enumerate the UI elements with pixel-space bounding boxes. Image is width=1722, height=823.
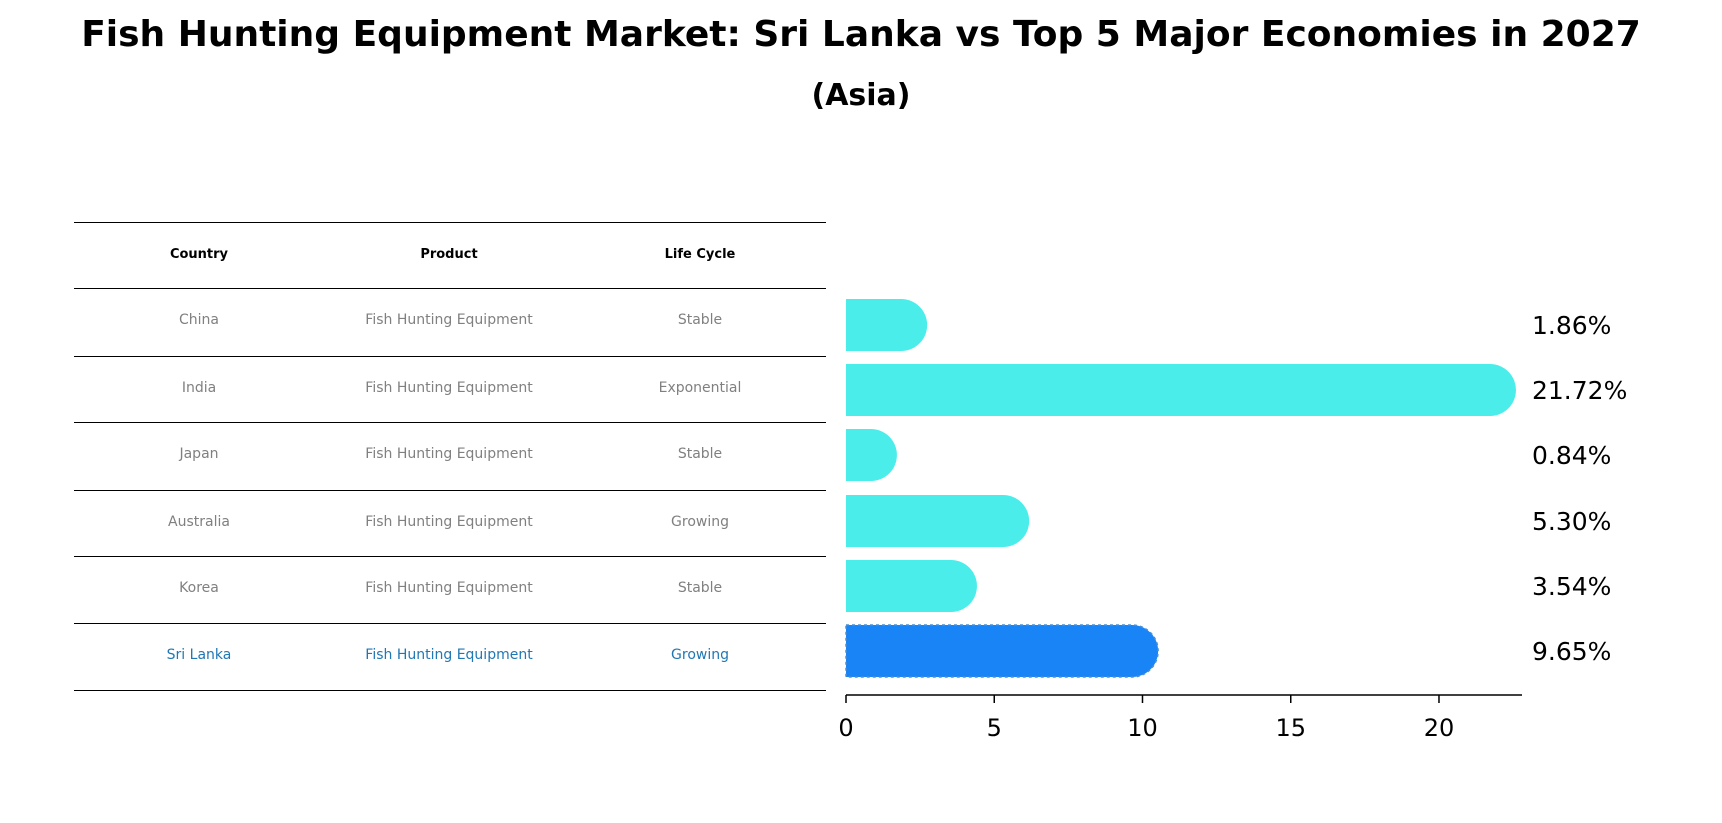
table-cell-country: Japan: [179, 446, 219, 462]
table-cell-product: Fish Hunting Equipment: [365, 380, 533, 396]
table-cell-country: Korea: [179, 580, 219, 596]
value-label: 0.84%: [1532, 441, 1611, 470]
table-cell-product: Fish Hunting Equipment: [365, 514, 533, 530]
table-cell-life-cycle: Stable: [677, 580, 723, 596]
x-tick-label: 10: [1127, 714, 1158, 742]
header-country: Country: [169, 247, 229, 262]
table-cell-product: Fish Hunting Equipment: [365, 580, 533, 596]
value-label: 3.54%: [1532, 572, 1611, 601]
table-cell-product: Fish Hunting Equipment: [365, 312, 533, 328]
bar-korea: [846, 560, 977, 612]
table-cell-life-cycle: Exponential: [658, 380, 742, 396]
table-cell-country: India: [181, 380, 217, 396]
header-product: Product: [420, 247, 478, 262]
table-cell-life-cycle: Growing: [671, 514, 729, 530]
x-tick-label: 20: [1424, 714, 1455, 742]
x-tick-label: 5: [987, 714, 1002, 742]
x-tick-label: 0: [838, 714, 853, 742]
table-rule: [74, 623, 826, 624]
value-label: 5.30%: [1532, 507, 1611, 536]
header-life-cycle: Life Cycle: [664, 247, 736, 262]
table-rule: [74, 690, 826, 691]
bar-china: [846, 299, 928, 351]
table-rule: [74, 422, 826, 423]
value-label: 9.65%: [1532, 637, 1611, 666]
x-tick-label: 15: [1275, 714, 1306, 742]
chart-title: Fish Hunting Equipment Market: Sri Lanka…: [81, 14, 1641, 55]
table-rule: [74, 556, 826, 557]
table-cell-life-cycle: Growing: [671, 647, 729, 663]
table-cell-country: China: [179, 312, 219, 328]
table-cell-life-cycle: Stable: [677, 312, 723, 328]
table-rule: [74, 288, 826, 289]
table-cell-life-cycle: Stable: [677, 446, 723, 462]
table-rule: [74, 490, 826, 491]
table-cell-product: Fish Hunting Equipment: [365, 446, 533, 462]
table-cell-product: Fish Hunting Equipment: [365, 647, 533, 663]
table-rule: [74, 222, 826, 223]
bar-japan: [846, 429, 897, 481]
table-rule: [74, 356, 826, 357]
bar-india: [846, 364, 1516, 416]
bar-australia: [846, 495, 1030, 547]
value-label: 21.72%: [1532, 376, 1627, 405]
value-label: 1.86%: [1532, 311, 1611, 340]
table-cell-country: Sri Lanka: [166, 647, 232, 663]
chart-subtitle: (Asia): [811, 78, 911, 113]
bar-sri-lanka: [845, 624, 1159, 678]
table-cell-country: Australia: [168, 514, 230, 530]
